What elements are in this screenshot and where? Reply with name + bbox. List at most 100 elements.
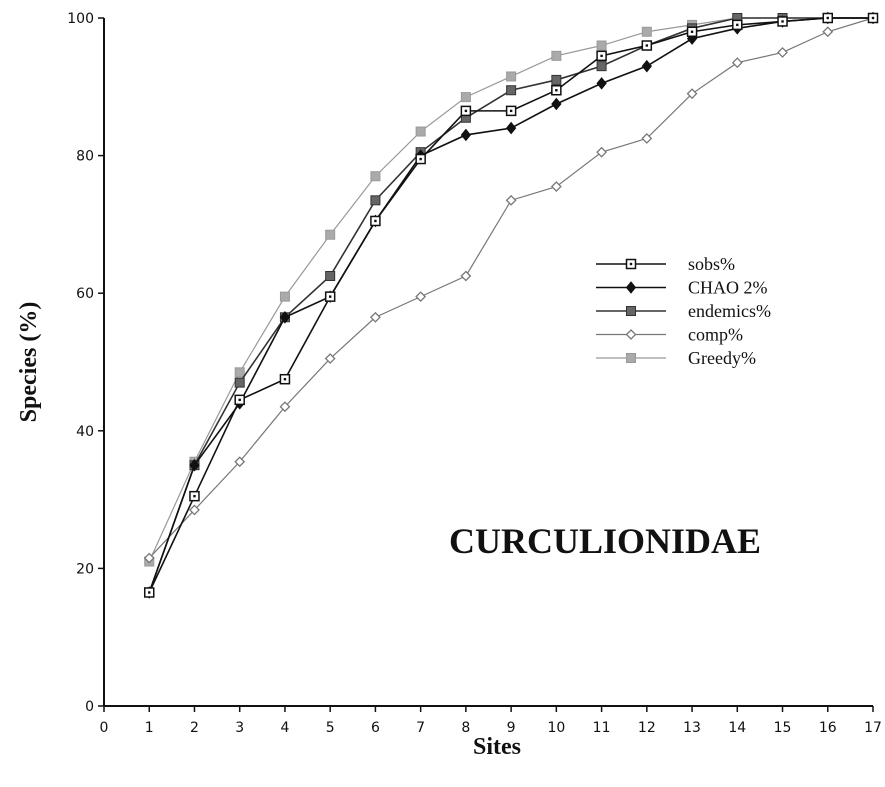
data-point [822, 26, 834, 38]
data-point [234, 377, 245, 388]
legend-marker [626, 353, 636, 363]
data-point-dot [736, 23, 739, 27]
data-point [506, 71, 517, 82]
data-point [189, 458, 200, 472]
y-tick-label: 40 [76, 424, 94, 440]
legend-item: CHAO 2% [596, 278, 768, 298]
data-point [369, 311, 381, 323]
x-tick-label: 6 [371, 720, 380, 736]
data-point [596, 146, 608, 158]
legend-marker-dot [629, 262, 633, 266]
legend-item: Greedy% [596, 348, 756, 368]
data-point [325, 229, 336, 240]
data-point-dot [781, 20, 784, 23]
x-tick-label: 15 [774, 720, 792, 736]
data-point-dot [193, 494, 196, 498]
data-point [460, 270, 472, 282]
data-point [234, 456, 246, 468]
data-point [370, 195, 381, 206]
data-point-dot [645, 44, 649, 47]
data-point-dot [871, 16, 875, 20]
x-tick-label: 17 [864, 720, 882, 736]
legend-marker [626, 306, 636, 316]
data-point [143, 552, 155, 564]
legend-label: comp% [688, 325, 743, 345]
data-point [279, 310, 291, 324]
data-point [551, 50, 562, 61]
x-axis-ticks: 0 1 2 3 4 5 6 7 8 9 10 11 12 13 14 15 16 17 [100, 706, 882, 736]
legend-label: endemics% [688, 301, 771, 321]
data-point [551, 74, 562, 85]
series-group [143, 11, 879, 599]
data-point [234, 367, 245, 378]
data-point [324, 353, 336, 364]
data-point [460, 92, 471, 103]
x-tick-label: 0 [100, 720, 109, 736]
data-point [506, 85, 517, 96]
data-point [415, 291, 427, 303]
data-point [551, 97, 562, 111]
data-point [279, 291, 290, 302]
data-point [641, 59, 652, 73]
x-tick-label: 4 [280, 720, 289, 736]
x-tick-label: 7 [416, 720, 425, 736]
data-point [550, 181, 562, 192]
data-point-dot [509, 109, 513, 113]
legend-label: sobs% [688, 254, 735, 274]
data-point-dot [148, 591, 151, 594]
data-point [189, 504, 200, 516]
data-point [686, 88, 698, 100]
y-axis-title: Species (%) [16, 302, 42, 423]
series-comp- [143, 12, 879, 564]
x-tick-label: 13 [683, 720, 701, 736]
legend-label: Greedy% [688, 348, 756, 368]
x-tick-label: 2 [190, 720, 199, 736]
axes [103, 18, 873, 707]
legend-item: sobs% [596, 254, 735, 274]
data-point [596, 40, 607, 51]
series-sobs- [143, 12, 879, 598]
data-point [641, 132, 653, 144]
legend-marker [625, 281, 637, 294]
y-tick-label: 0 [85, 699, 94, 715]
data-point [415, 126, 426, 137]
legend-marker [625, 329, 637, 340]
data-point [641, 26, 652, 37]
x-tick-label: 14 [728, 720, 746, 736]
data-point-dot [464, 109, 468, 113]
legend-item: comp% [596, 325, 743, 345]
x-tick-label: 1 [145, 720, 154, 736]
data-point [596, 77, 607, 90]
data-point-dot [600, 54, 603, 58]
data-point [731, 57, 743, 69]
legend-label: CHAO 2% [688, 278, 768, 298]
y-tick-label: 100 [67, 11, 94, 27]
y-tick-label: 60 [76, 286, 94, 302]
x-tick-label: 3 [235, 720, 244, 736]
data-point-dot [690, 30, 694, 33]
chart-annotation: CURCULIONIDAE [449, 521, 761, 561]
data-point-dot [328, 295, 332, 298]
data-point-dot [238, 398, 241, 402]
legend-item: endemics% [596, 301, 771, 321]
data-point-dot [826, 16, 829, 20]
x-tick-label: 10 [547, 720, 565, 736]
series-greedy- [144, 13, 878, 567]
data-point [596, 61, 607, 72]
data-point [370, 171, 381, 182]
x-tick-label: 8 [461, 720, 470, 736]
x-tick-label: 5 [326, 720, 335, 736]
data-point-dot [374, 219, 377, 223]
y-tick-label: 80 [76, 149, 94, 165]
data-point [505, 194, 517, 206]
x-tick-label: 12 [638, 720, 656, 736]
y-tick-label: 20 [76, 561, 94, 577]
x-tick-label: 9 [507, 720, 516, 736]
data-point-dot [555, 89, 558, 92]
x-tick-label: 11 [593, 720, 611, 736]
legend: sobs% CHAO 2% endemics% comp% Greedy% [596, 254, 771, 368]
data-point [325, 271, 336, 281]
y-axis-ticks: 0 20 40 60 80 100 [67, 11, 104, 715]
data-point-dot [283, 378, 287, 381]
